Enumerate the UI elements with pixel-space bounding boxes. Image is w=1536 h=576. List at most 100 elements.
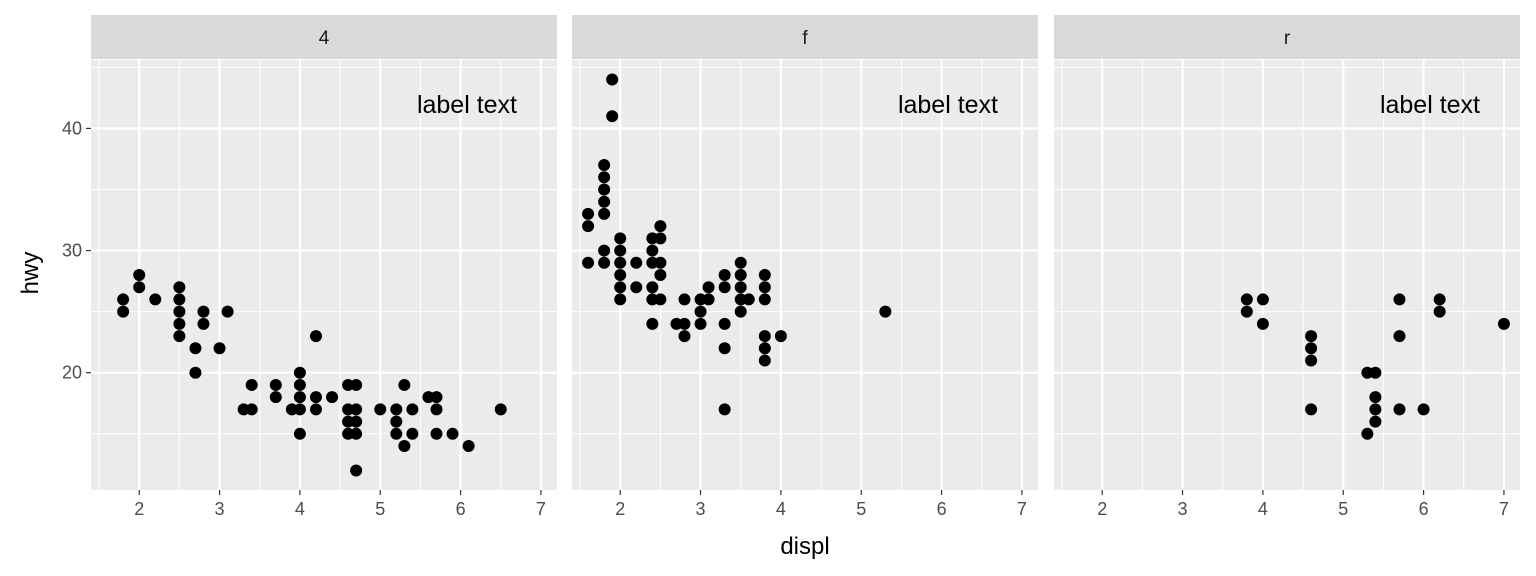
data-point: [350, 464, 363, 477]
data-point: [758, 330, 771, 343]
data-point: [718, 317, 731, 330]
data-point: [646, 317, 659, 330]
facet-annotation: label text: [417, 91, 517, 119]
data-point: [598, 244, 611, 257]
data-point: [398, 378, 411, 391]
data-point: [197, 305, 210, 318]
data-point: [1369, 415, 1382, 428]
x-tick-label: 6: [1419, 499, 1429, 519]
data-point: [1240, 305, 1253, 318]
data-point: [1393, 330, 1406, 343]
facet-panels: 4 label text 2 3 4 5 6 7 f label text 2 3 4 5 6 7 r label…: [91, 15, 1520, 519]
data-point: [430, 403, 443, 416]
data-point: [758, 342, 771, 355]
data-point: [1256, 317, 1269, 330]
facet-panel-r: r label text 2 3 4 5 6 7: [1054, 15, 1520, 519]
x-tick-label: 5: [375, 499, 385, 519]
data-point: [398, 440, 411, 453]
data-point: [133, 281, 146, 294]
panel-background: [1054, 60, 1520, 490]
x-tick-label: 3: [1178, 499, 1188, 519]
x-tick-label: 4: [1258, 499, 1268, 519]
facet-panel-4: 4 label text 2 3 4 5 6 7: [91, 15, 557, 519]
data-point: [654, 269, 667, 281]
data-point: [213, 342, 226, 355]
data-point: [654, 220, 667, 233]
facet-panel-f: f label text 2 3 4 5 6 7: [572, 15, 1038, 519]
data-point: [758, 281, 771, 294]
data-point: [646, 244, 659, 257]
data-point: [678, 317, 691, 330]
data-point: [718, 403, 731, 416]
data-point: [654, 232, 667, 245]
data-point: [702, 281, 715, 294]
data-point: [350, 403, 363, 416]
data-point: [269, 391, 282, 404]
x-tick-label: 6: [456, 499, 466, 519]
data-point: [718, 269, 731, 281]
data-point: [173, 305, 186, 318]
data-point: [390, 403, 403, 416]
data-point: [221, 305, 234, 318]
y-tick-label: 40: [62, 118, 82, 138]
data-point: [1417, 403, 1430, 416]
data-point: [1393, 403, 1406, 416]
data-point: [630, 281, 643, 294]
x-tick-label: 5: [856, 499, 866, 519]
data-point: [598, 159, 611, 172]
data-point: [406, 427, 419, 440]
data-point: [430, 391, 443, 404]
data-point: [309, 330, 322, 343]
data-point: [149, 293, 162, 306]
data-point: [1361, 427, 1374, 440]
data-point: [598, 183, 611, 196]
data-point: [293, 403, 306, 416]
data-point: [309, 403, 322, 416]
data-point: [614, 232, 627, 245]
data-point: [582, 207, 595, 220]
data-point: [598, 195, 611, 208]
data-point: [598, 207, 611, 220]
data-point: [582, 220, 595, 233]
data-point: [1369, 391, 1382, 404]
data-point: [462, 440, 475, 453]
data-point: [245, 403, 258, 416]
data-point: [1369, 366, 1382, 379]
facet-strip: [572, 15, 1038, 59]
x-tick-label: 3: [215, 499, 225, 519]
data-point: [189, 366, 202, 379]
data-point: [734, 281, 747, 294]
data-point: [374, 403, 387, 416]
data-point: [702, 293, 715, 306]
data-point: [269, 378, 282, 391]
data-point: [173, 281, 186, 294]
data-point: [718, 281, 731, 294]
data-point: [758, 293, 771, 306]
data-point: [734, 269, 747, 281]
data-point: [197, 317, 210, 330]
data-point: [350, 378, 363, 391]
x-tick-label: 2: [1097, 499, 1107, 519]
data-point: [678, 330, 691, 343]
data-point: [582, 256, 595, 269]
data-point: [614, 256, 627, 269]
data-point: [173, 330, 186, 343]
x-tick-label: 7: [536, 499, 546, 519]
panel-background: [91, 60, 557, 490]
data-point: [446, 427, 459, 440]
data-point: [133, 269, 146, 281]
facet-strip-label: 4: [319, 28, 330, 49]
facet-strip: [1054, 15, 1520, 59]
data-point: [1433, 305, 1446, 318]
data-point: [293, 366, 306, 379]
data-point: [117, 305, 130, 318]
x-axis-title: displ: [780, 533, 829, 560]
data-point: [598, 256, 611, 269]
data-point: [1369, 403, 1382, 416]
x-tick-label: 7: [1017, 499, 1027, 519]
facet-strip-label: f: [802, 28, 808, 49]
data-point: [774, 330, 787, 343]
data-point: [758, 354, 771, 367]
data-point: [494, 403, 507, 416]
data-point: [117, 293, 130, 306]
